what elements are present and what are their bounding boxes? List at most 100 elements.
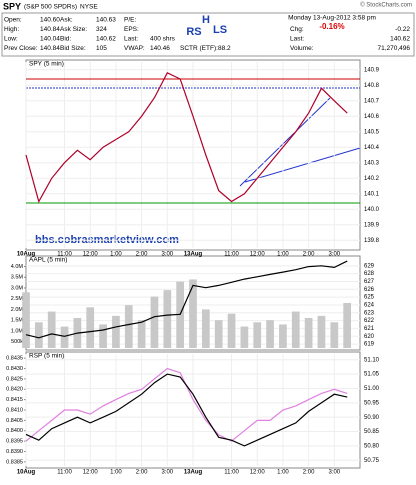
x-tick-label: 2:00 (303, 470, 315, 476)
volume-bar (34, 322, 43, 348)
volume-bar (214, 320, 223, 348)
y2-tick-label: 0.8410 (6, 407, 23, 413)
price-line (25, 72, 348, 204)
x-tick-label: 12:00 (83, 252, 99, 258)
volume-bar (22, 292, 30, 348)
y-tick-label: 51.00 (364, 386, 380, 392)
quote-label: Low: (4, 36, 18, 43)
y-tick-label: 140.2 (364, 176, 380, 182)
y-tick-label: 51.10 (364, 357, 380, 363)
quote-label: EPS: (124, 26, 139, 33)
x-tick-label: 1:00 (110, 252, 122, 258)
y-tick-label: 50.80 (364, 443, 380, 449)
x-tick-label: 11:00 (57, 252, 72, 258)
y-tick-label: 140.8 (364, 83, 380, 89)
volume-bar (124, 305, 133, 348)
y-tick-label: 50.95 (364, 400, 380, 406)
y2-tick-label: 0.8420 (6, 387, 23, 393)
y2-tick-label: 0.8405 (6, 418, 23, 424)
x-tick-label: 2:00 (136, 252, 148, 258)
quote-label: Bid Size: (60, 45, 86, 52)
x-tick-label: 11:00 (224, 470, 239, 476)
y-tick-label: 140.0 (364, 207, 380, 213)
x-tick-label: 1:00 (110, 470, 122, 476)
volume-bar (163, 290, 172, 348)
annotation: LS (213, 24, 227, 36)
y2-tick-label: 3.5M (11, 275, 24, 281)
y-tick-label: 51.05 (364, 372, 380, 378)
quote-label: Bid: (60, 36, 71, 43)
exchange: NYSE (80, 4, 98, 11)
quote-label: Last: (124, 36, 138, 43)
volume-bar (291, 311, 300, 348)
volume-bar (227, 313, 236, 348)
y2-tick-label: 2.0M (11, 307, 24, 313)
y2-tick-label: 0.8385 (6, 459, 23, 465)
quote-value: 400 shrs (150, 36, 176, 43)
x-tick-label: 12:00 (250, 252, 266, 258)
x-tick-label: 10Aug (17, 252, 36, 258)
volume-bar (60, 326, 69, 348)
y2-tick-label: 0.8435 (6, 356, 23, 362)
volume-bar (266, 320, 274, 348)
y-tick-label: 140.3 (364, 160, 380, 166)
x-tick-label: 2:00 (136, 470, 148, 476)
symbol: SPY (3, 1, 21, 11)
quote-value: 140.84 (40, 45, 60, 52)
y-tick-label: 625 (364, 295, 375, 301)
y-tick-label: 140.9 (364, 67, 380, 73)
y-tick-label: 140.7 (364, 98, 380, 104)
quote-label: Prev Close: (4, 45, 38, 52)
y-tick-label: 626 (364, 287, 375, 293)
x-tick-label: 3:00 (161, 470, 173, 476)
volume-bar (240, 326, 249, 348)
annotation: H (202, 14, 210, 26)
y-tick-label: 627 (364, 279, 375, 285)
x-tick-label: 11:00 (224, 252, 239, 258)
source: © StockCharts.com (360, 2, 412, 9)
x-tick-label: 1:00 (277, 470, 289, 476)
y-tick-label: 139.8 (364, 238, 380, 244)
x-tick-label: 13Aug (184, 470, 203, 476)
quote-box (1, 12, 415, 57)
quote-value: 71,270,496 (377, 45, 410, 52)
quote-value: 140.62 (96, 36, 116, 43)
volume-bar (279, 324, 287, 348)
panel-title: SPY (5 min) (29, 61, 64, 68)
volume-bar (201, 309, 210, 348)
volume-bar (86, 307, 95, 348)
panel-title: AAPL (5 min) (29, 257, 67, 264)
x-tick-label: 3:00 (161, 252, 173, 258)
x-tick-label: 12:00 (83, 470, 99, 476)
y-tick-label: 629 (364, 263, 375, 269)
volume-bar (112, 315, 120, 348)
x-tick-label: 3:00 (328, 252, 340, 258)
volume-bar (253, 322, 262, 348)
quote-value: 324 (96, 26, 107, 33)
quote-label: Chg: (290, 26, 304, 33)
quote-label: Open: (4, 17, 22, 24)
y2-tick-label: 0.8415 (6, 397, 23, 403)
quote-value: 140.46 (150, 45, 170, 52)
y-tick-label: 50.75 (364, 458, 380, 464)
x-tick-label: 3:00 (328, 470, 340, 476)
x-tick-label: 12:00 (250, 470, 266, 476)
volume-bar (317, 315, 326, 348)
quote-label: Volume: (290, 45, 314, 52)
y2-tick-label: 1.5M (11, 318, 24, 324)
quote-label: VWAP: (124, 45, 145, 52)
quote-value: 140.04 (40, 36, 60, 43)
x-tick-label: 13Aug (184, 252, 203, 258)
price-line (25, 367, 348, 442)
volume-bar (304, 318, 313, 348)
y-tick-label: 140.5 (364, 129, 380, 135)
quote-label: Ask Size: (60, 26, 87, 33)
quote-value: 140.60 (40, 17, 60, 24)
quote-value: 88.2 (218, 45, 231, 52)
volume-bar (137, 320, 146, 348)
y2-tick-label: 1.0M (11, 328, 24, 334)
volume-bar (99, 324, 107, 348)
x-tick-label: 2:00 (303, 252, 315, 258)
